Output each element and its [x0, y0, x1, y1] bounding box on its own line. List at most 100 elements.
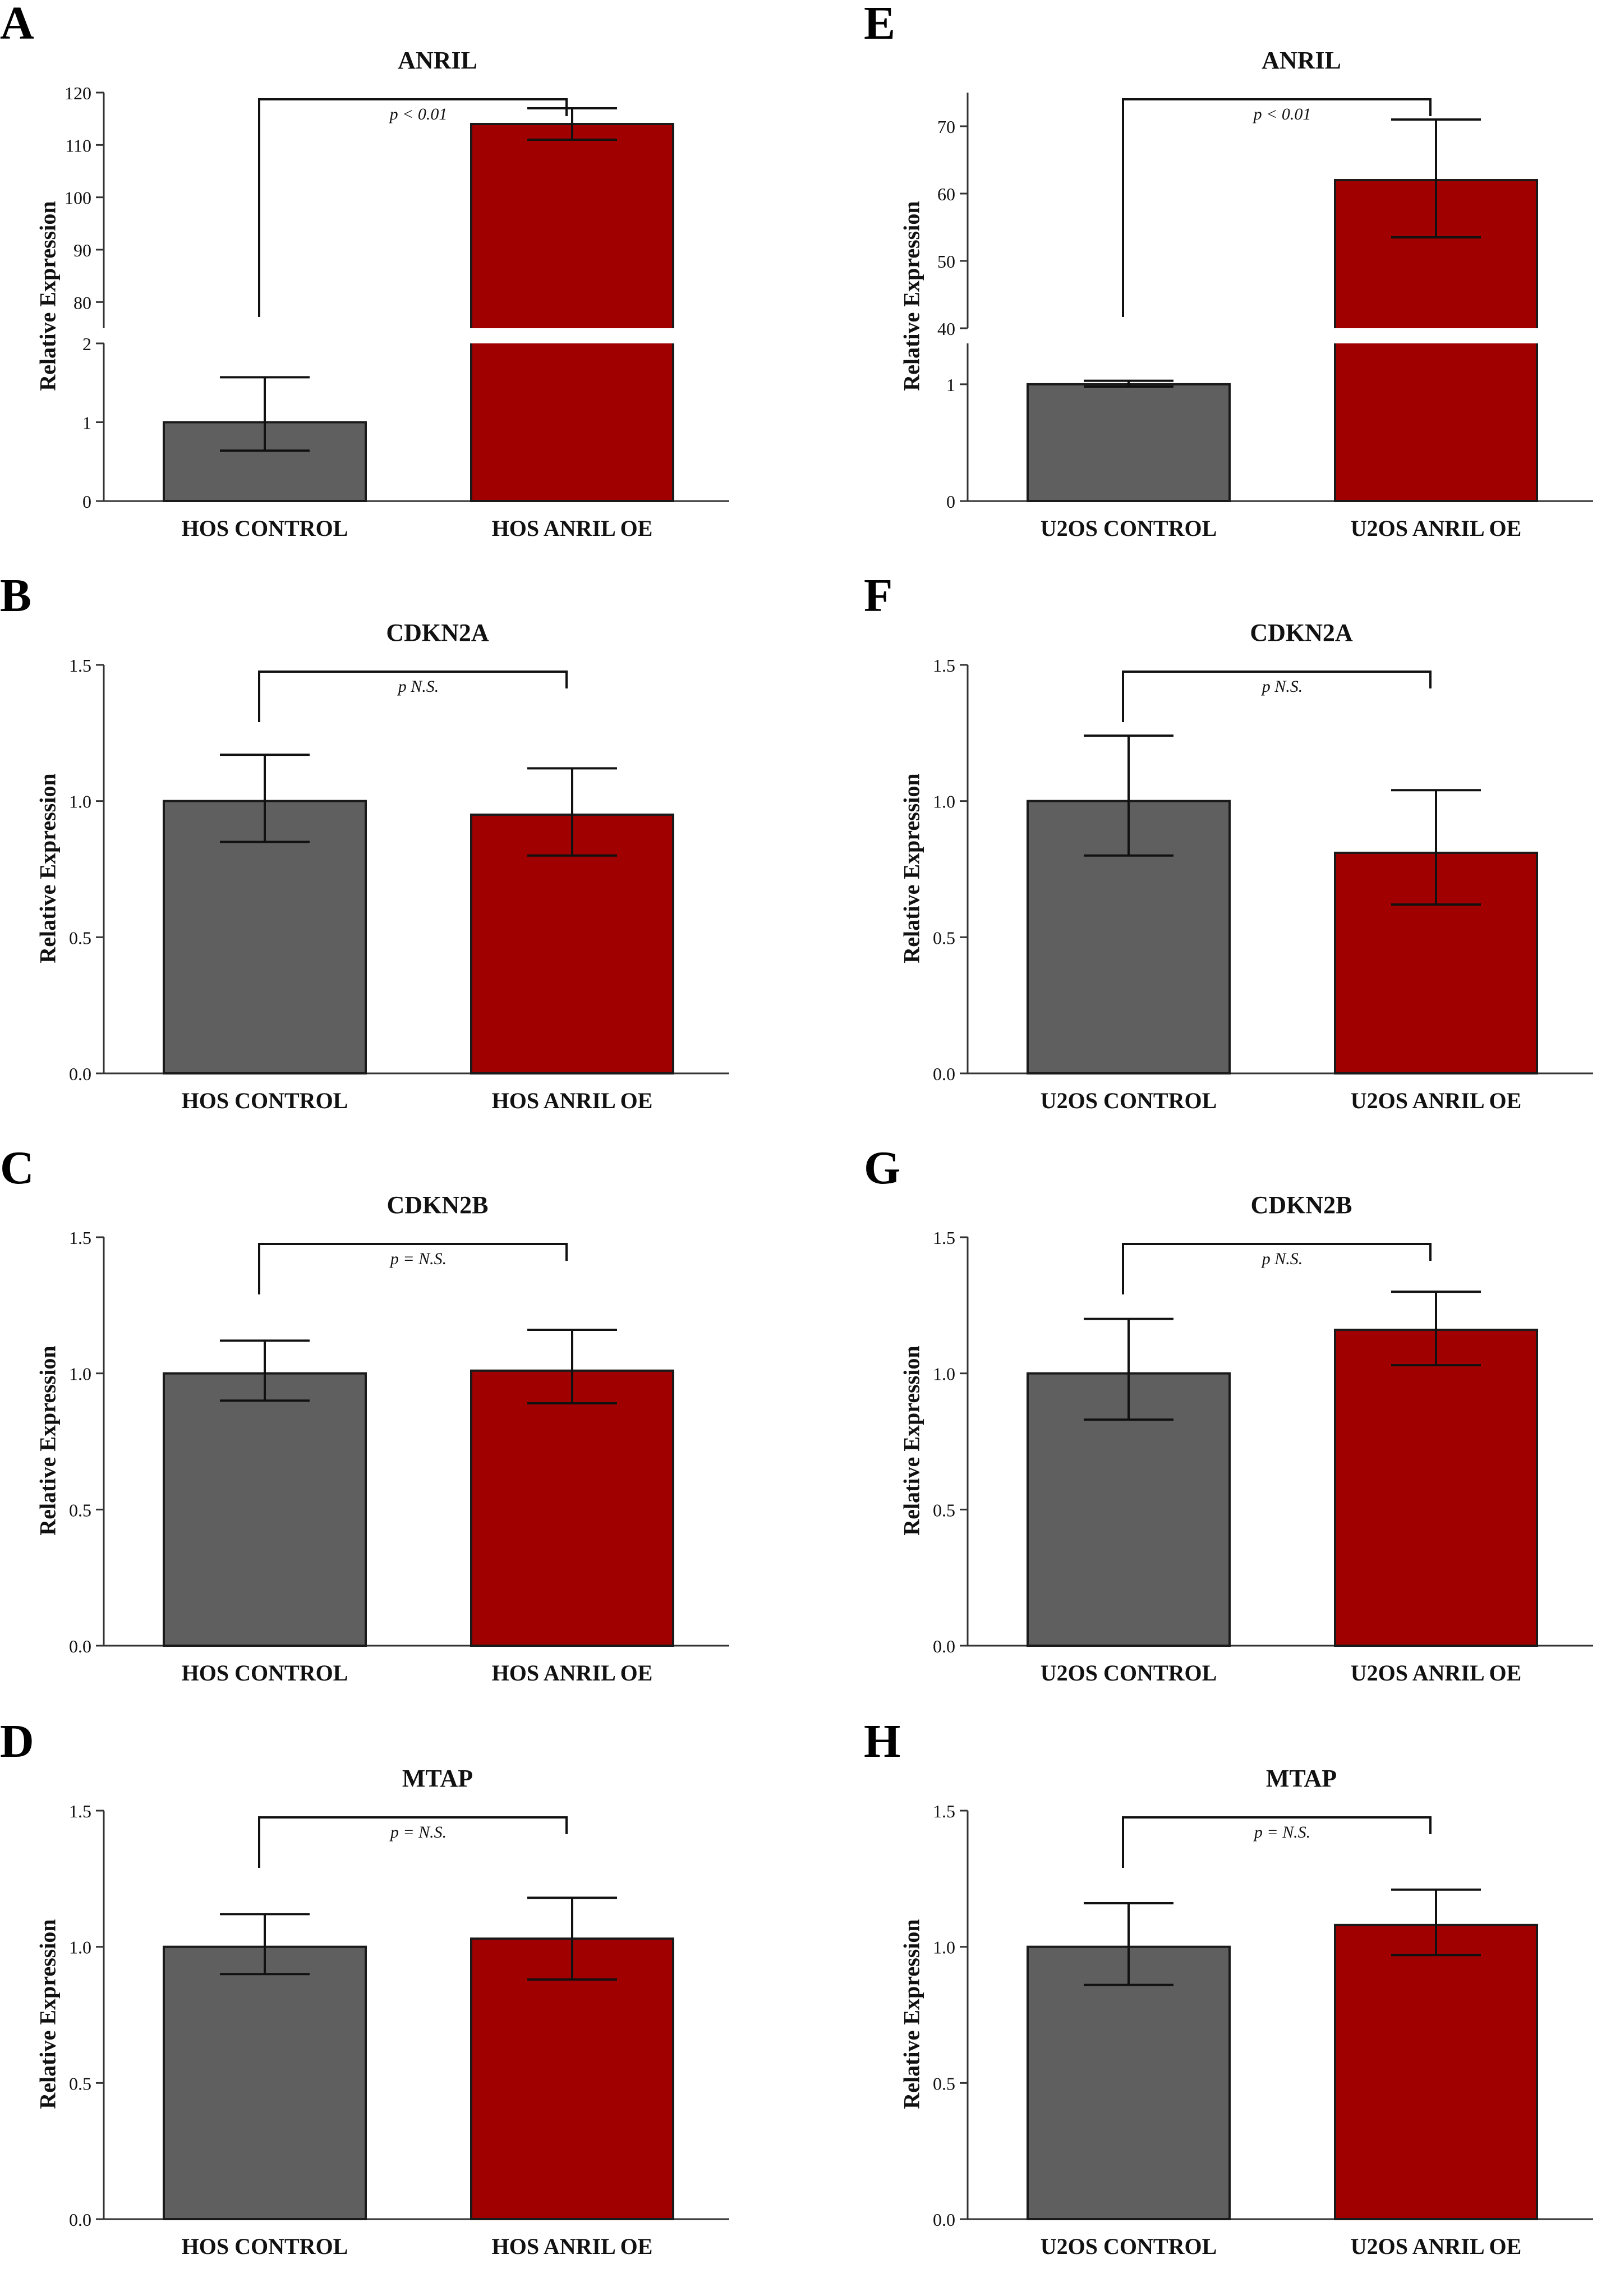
panel-h: H MTAP Relative Expression 0.0 0.5 1.0 1.5 U…	[864, 1718, 1616, 2279]
significance-bracket	[258, 1243, 568, 1294]
y-tick-label: 70	[937, 117, 955, 137]
significance-label: p = N.S.	[389, 1250, 447, 1268]
y-tick-label: 0.0	[69, 1636, 91, 1656]
y-tick-label: 1.0	[69, 792, 91, 812]
panel-letter: A	[0, 0, 34, 49]
y-tick-label: 1	[946, 375, 955, 395]
y-tick-label: 0.0	[69, 1064, 91, 1084]
y-tick-label: 40	[937, 319, 955, 339]
x-tick-label: HOS ANRIL OE	[492, 2234, 653, 2259]
significance-label: p < 0.01	[1253, 105, 1311, 123]
x-tick-label: U2OS CONTROL	[1041, 1088, 1217, 1113]
y-tick-label: 1.0	[933, 1364, 955, 1384]
x-tick-label: HOS ANRIL OE	[492, 1088, 653, 1113]
chart-plot-c: 0.0 0.5 1.0 1.5 HOS CONTROL HOS ANRIL OE p = N…	[69, 1228, 729, 1686]
x-tick-label: U2OS CONTROL	[1041, 2234, 1217, 2259]
panel-a: A ANRIL Relative Expression 0 1 2 80 90 100 11…	[0, 0, 752, 561]
bar	[470, 813, 674, 1074]
axis-break	[468, 328, 676, 343]
y-tick-label: 0.0	[933, 2210, 955, 2230]
significance-bracket	[258, 1816, 568, 1868]
chart-plot-e: 0 1 40 50 60 70 U2OS CONTROL U2OS ANRIL OE p < 0…	[937, 93, 1593, 541]
x-tick-label: HOS CONTROL	[182, 516, 348, 541]
y-tick-label: 0	[82, 492, 91, 512]
panel-letter: F	[864, 570, 893, 622]
x-tick-label: HOS CONTROL	[182, 1088, 348, 1113]
y-tick-label: 120	[65, 83, 91, 103]
bar	[163, 1945, 367, 2220]
y-tick-label: 100	[65, 188, 91, 208]
chart-plot-d: 0.0 0.5 1.0 1.5 HOS CONTROL HOS ANRIL OE p = N…	[69, 1801, 729, 2259]
x-tick-label: HOS ANRIL OE	[492, 516, 653, 541]
bar	[470, 1937, 674, 2220]
panel-letter: C	[0, 1142, 34, 1194]
x-tick-label: U2OS ANRIL OE	[1351, 1088, 1522, 1113]
chart-title: MTAP	[1265, 1765, 1337, 1792]
y-tick-label: 1.5	[69, 1228, 91, 1248]
bar	[470, 1369, 674, 1647]
y-tick-label: 0.0	[69, 2210, 91, 2230]
y-tick-label: 1.5	[69, 1801, 91, 1821]
x-tick-label: HOS ANRIL OE	[492, 1660, 653, 1686]
significance-bracket	[1122, 98, 1432, 317]
significance-bracket	[258, 671, 568, 722]
chart-title: CDKN2A	[1250, 619, 1353, 646]
chart-plot-f: 0.0 0.5 1.0 1.5 U2OS CONTROL U2OS ANRIL OE p N…	[933, 655, 1593, 1113]
significance-bracket	[1122, 671, 1432, 722]
y-tick-label: 1.0	[69, 1364, 91, 1384]
panel-b: B CDKN2A Relative Expression 0.0 0.5 1.0 1.…	[0, 572, 752, 1133]
y-tick-label: 0.5	[933, 2073, 955, 2093]
significance-label: p < 0.01	[389, 105, 448, 123]
x-tick-label: HOS CONTROL	[182, 2234, 348, 2259]
x-tick-label: U2OS CONTROL	[1041, 516, 1217, 541]
axis-break	[1332, 328, 1540, 343]
y-tick-label: 50	[937, 251, 955, 272]
y-tick-label: 110	[65, 135, 91, 155]
y-tick-label: 1.5	[933, 1228, 955, 1248]
bar	[1027, 1945, 1231, 2220]
y-tick-label: 0.0	[933, 1064, 955, 1084]
panel-d: D MTAP Relative Expression 0.0 0.5 1.0 1.5 H…	[0, 1718, 752, 2279]
y-tick-label: 1.0	[69, 1937, 91, 1958]
y-tick-label: 0.5	[69, 927, 91, 948]
chart-title: CDKN2B	[1250, 1191, 1352, 1219]
y-tick-label: 0.5	[69, 2073, 91, 2093]
panel-letter: H	[864, 1715, 901, 1767]
y-tick-label: 2	[82, 334, 91, 354]
bar	[470, 123, 674, 502]
chart-title: MTAP	[402, 1765, 473, 1792]
panel-letter: E	[864, 0, 896, 49]
bar	[1334, 1923, 1538, 2220]
bar	[1027, 383, 1231, 503]
panel-c: C CDKN2B Relative Expression 0.0 0.5 1.0 1.…	[0, 1145, 752, 1706]
panel-letter: B	[0, 570, 32, 622]
y-tick-label: 1.5	[933, 655, 955, 676]
y-tick-label: 0	[946, 492, 955, 512]
significance-bracket	[1122, 1243, 1432, 1294]
significance-bracket	[1122, 1816, 1432, 1868]
bar	[163, 1372, 367, 1647]
y-tick-label: 0.5	[933, 1500, 955, 1520]
y-tick-label: 0.5	[69, 1500, 91, 1520]
y-tick-label: 1.0	[933, 1937, 955, 1958]
chart-title: CDKN2A	[386, 619, 489, 646]
chart-plot-a: 0 1 2 80 90 100 110 120 HOS CONTROL HOS ANRIL OE p…	[65, 83, 729, 541]
x-tick-label: U2OS ANRIL OE	[1351, 2234, 1522, 2259]
y-tick-label: 0.0	[933, 1636, 955, 1656]
chart-plot-b: 0.0 0.5 1.0 1.5 HOS CONTROL HOS ANRIL OE p N.S…	[69, 655, 729, 1113]
bar	[163, 800, 367, 1074]
chart-plot-g: 0.0 0.5 1.0 1.5 U2OS CONTROL U2OS ANRIL OE p N…	[933, 1228, 1593, 1686]
significance-label: p = N.S.	[1253, 1823, 1310, 1842]
significance-bracket	[258, 98, 568, 317]
significance-label: p N.S.	[1261, 677, 1303, 696]
significance-label: p = N.S.	[389, 1823, 447, 1842]
y-tick-label: 0.5	[933, 927, 955, 948]
panel-g: G CDKN2B Relative Expression 0.0 0.5 1.0 1.…	[864, 1145, 1616, 1706]
y-tick-label: 1.5	[69, 655, 91, 676]
chart-title: ANRIL	[1262, 47, 1341, 74]
y-tick-label: 80	[73, 292, 91, 313]
panel-letter: G	[864, 1142, 901, 1194]
panel-letter: D	[0, 1715, 34, 1767]
x-tick-label: U2OS ANRIL OE	[1351, 516, 1522, 541]
y-tick-label: 60	[937, 184, 955, 204]
